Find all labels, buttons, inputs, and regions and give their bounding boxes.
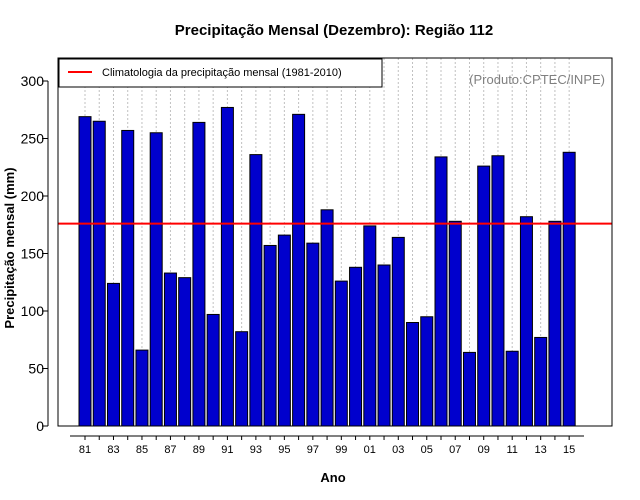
bar-94 bbox=[263, 244, 277, 427]
bar-84 bbox=[121, 129, 135, 427]
bar-14 bbox=[548, 220, 562, 427]
bar-97 bbox=[306, 242, 320, 427]
x-tick-label: 87 bbox=[164, 444, 176, 456]
bar-81 bbox=[78, 116, 92, 427]
bar-15 bbox=[562, 151, 576, 427]
x-tick-label: 07 bbox=[449, 444, 461, 456]
x-tick-label: 85 bbox=[136, 444, 148, 456]
bar-99 bbox=[334, 280, 348, 427]
x-tick-label: 83 bbox=[107, 444, 119, 456]
bar-83 bbox=[106, 282, 120, 427]
bar-03 bbox=[391, 236, 405, 427]
bar-02 bbox=[377, 264, 391, 427]
bar-04 bbox=[406, 322, 420, 427]
bar-93 bbox=[249, 154, 263, 427]
bar-87 bbox=[163, 272, 177, 427]
bar-05 bbox=[420, 316, 434, 427]
bar-00 bbox=[349, 266, 363, 427]
bar-95 bbox=[277, 234, 291, 427]
x-tick-label: 05 bbox=[421, 444, 433, 456]
bar-92 bbox=[235, 331, 249, 427]
bar-89 bbox=[192, 121, 206, 427]
x-axis-label: Ano bbox=[320, 470, 345, 485]
bar-82 bbox=[92, 120, 106, 427]
x-axis: 81 83 85 87 89 91 93 95 97 99 01 03 05 07 09 11 13 15 bbox=[70, 435, 584, 456]
x-tick-label: 91 bbox=[221, 444, 233, 456]
bar-96 bbox=[292, 113, 306, 427]
chart-title: Precipitação Mensal (Dezembro): Região 1… bbox=[175, 22, 493, 39]
x-tick-label: 03 bbox=[392, 444, 404, 456]
bar-13 bbox=[534, 336, 548, 427]
bar-90 bbox=[206, 313, 220, 427]
bar-12 bbox=[519, 216, 533, 427]
bar-07 bbox=[448, 220, 462, 427]
y-tick-label: 300 bbox=[21, 73, 45, 89]
x-tick-label: 93 bbox=[250, 444, 262, 456]
y-tick-label: 50 bbox=[28, 361, 44, 377]
y-tick-label: 250 bbox=[21, 131, 45, 147]
bar-88 bbox=[178, 277, 192, 427]
bar-11 bbox=[505, 350, 519, 427]
bar-85 bbox=[135, 349, 149, 427]
x-tick-label: 81 bbox=[79, 444, 91, 456]
x-tick-label: 11 bbox=[506, 444, 517, 456]
x-tick-label: 01 bbox=[364, 444, 376, 456]
x-tick-label: 15 bbox=[563, 444, 575, 456]
legend-box bbox=[58, 58, 383, 88]
bar-91 bbox=[220, 106, 234, 427]
bar-86 bbox=[149, 132, 163, 427]
bar-08 bbox=[462, 351, 476, 427]
credit-text: (Produto:CPTEC/INPE) bbox=[469, 72, 605, 87]
bar-09 bbox=[477, 165, 491, 427]
x-tick-label: 09 bbox=[478, 444, 490, 456]
x-tick-label: 95 bbox=[278, 444, 290, 456]
x-tick-label: 97 bbox=[307, 444, 319, 456]
bar-10 bbox=[491, 155, 505, 427]
x-tick-label: 13 bbox=[535, 444, 547, 456]
bar-01 bbox=[363, 225, 377, 427]
legend: Climatologia da precipitação mensal (198… bbox=[58, 58, 383, 88]
bar-06 bbox=[434, 156, 448, 427]
y-tick-label: 150 bbox=[21, 246, 45, 262]
x-tick-label: 99 bbox=[335, 444, 347, 456]
plot-frame bbox=[57, 57, 613, 427]
y-tick-label: 100 bbox=[21, 303, 45, 319]
y-tick-label: 200 bbox=[21, 188, 45, 204]
legend-label: Climatologia da precipitação mensal (198… bbox=[102, 67, 342, 79]
y-tick-label: 0 bbox=[36, 418, 44, 434]
x-tick-label: 89 bbox=[193, 444, 205, 456]
y-axis: 0 50 100 150 200 250 300 bbox=[21, 73, 49, 434]
y-axis-label: Precipitação mensal (mm) bbox=[2, 167, 17, 328]
bar-98 bbox=[320, 209, 334, 427]
